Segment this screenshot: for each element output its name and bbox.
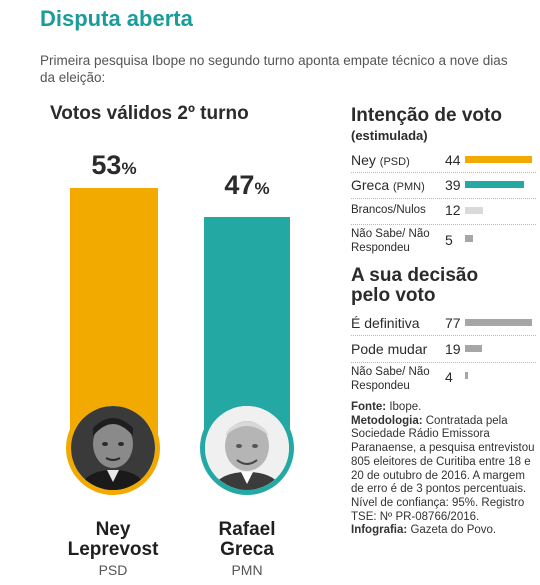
intention-row: Brancos/Nulos 12	[351, 202, 536, 222]
intention-row-bar	[465, 181, 524, 188]
infografia-label: Infografia:	[351, 524, 408, 537]
pct-label-ney: 53%	[70, 150, 158, 181]
page-subtitle: Primeira pesquisa Ibope no segundo turno…	[40, 53, 508, 85]
row-divider	[351, 172, 536, 173]
decision-row-bar	[465, 345, 482, 352]
pct-value-greca: 47	[224, 170, 255, 200]
intention-row: Ney (PSD) 44	[351, 150, 536, 172]
intention-row: Greca (PMN) 39	[351, 175, 536, 197]
intention-row-bar	[465, 207, 483, 214]
fonte-text: Ibope.	[389, 401, 422, 413]
intention-row-label: Brancos/Nulos	[351, 204, 426, 216]
intention-row-value: 39	[445, 177, 461, 193]
intention-row-party: (PSD)	[379, 156, 410, 168]
metodologia-label: Metodologia:	[351, 414, 423, 427]
candidate-first-ney: Ney	[95, 519, 131, 540]
candidate-last-greca: Greca	[220, 539, 274, 560]
intention-row-label: Greca (PMN)	[351, 177, 425, 193]
candidate-photo-ney	[66, 401, 160, 495]
intention-row-bar	[465, 156, 532, 163]
candidate-name-ney: Ney Leprevost	[58, 520, 168, 560]
candidate-first-greca: Rafael	[218, 519, 276, 540]
intention-row-bar	[465, 235, 473, 242]
intention-title: Intenção de voto	[351, 105, 502, 126]
page-title: Disputa aberta	[40, 6, 193, 31]
decision-row: Não Sabe/ Não Respondeu 4	[351, 366, 536, 394]
candidate-party-ney: PSD	[98, 562, 128, 578]
decision-row-label: Pode mudar	[351, 341, 428, 357]
decision-row-value: 4	[445, 369, 453, 385]
row-divider	[351, 362, 536, 363]
infografia-text: Gazeta do Povo.	[410, 524, 497, 537]
main-chart-title: Votos válidos 2º turno	[50, 103, 249, 124]
row-divider	[351, 335, 536, 336]
decision-row-value: 19	[445, 341, 461, 357]
intention-row-value: 5	[445, 232, 453, 248]
pct-value-ney: 53	[91, 150, 122, 180]
row-divider	[351, 198, 536, 199]
candidate-party-greca: PMN	[231, 562, 263, 578]
decision-title: A sua decisão pelo voto	[351, 265, 479, 306]
decision-row-bar	[465, 372, 468, 379]
decision-row: É definitiva 77	[351, 313, 536, 335]
intention-row-label: Não Sabe/ Não Respondeu	[351, 228, 430, 254]
decision-row-bar	[465, 319, 532, 326]
intention-row: Não Sabe/ Não Respondeu 5	[351, 227, 536, 255]
pct-unit-ney: %	[121, 159, 137, 178]
fonte-label: Fonte:	[351, 401, 387, 413]
intention-subtitle: (estimulada)	[351, 128, 428, 143]
source-notes: Fonte: Ibope. Metodologia: Contratada pe…	[351, 401, 536, 538]
pct-label-greca: 47%	[204, 170, 290, 201]
intention-row-label: Ney (PSD)	[351, 152, 410, 168]
intention-row-name: Ney	[351, 152, 376, 168]
decision-row: Pode mudar 19	[351, 339, 536, 361]
intention-row-value: 12	[445, 202, 461, 218]
row-divider	[351, 224, 536, 225]
intention-row-name: Greca	[351, 177, 390, 193]
decision-row-label: É definitiva	[351, 315, 420, 331]
candidate-last-ney: Leprevost	[67, 539, 159, 560]
intention-row-party: (PMN)	[393, 181, 425, 193]
decision-row-label: Não Sabe/ Não Respondeu	[351, 366, 430, 392]
pct-unit-greca: %	[254, 179, 270, 198]
candidate-name-greca: Rafael Greca	[192, 520, 302, 560]
metodologia-text: Contratada pela Sociedade Rádio Emissora…	[351, 414, 535, 523]
decision-row-value: 77	[445, 315, 461, 331]
intention-row-value: 44	[445, 152, 461, 168]
candidate-photo-greca	[200, 401, 294, 495]
